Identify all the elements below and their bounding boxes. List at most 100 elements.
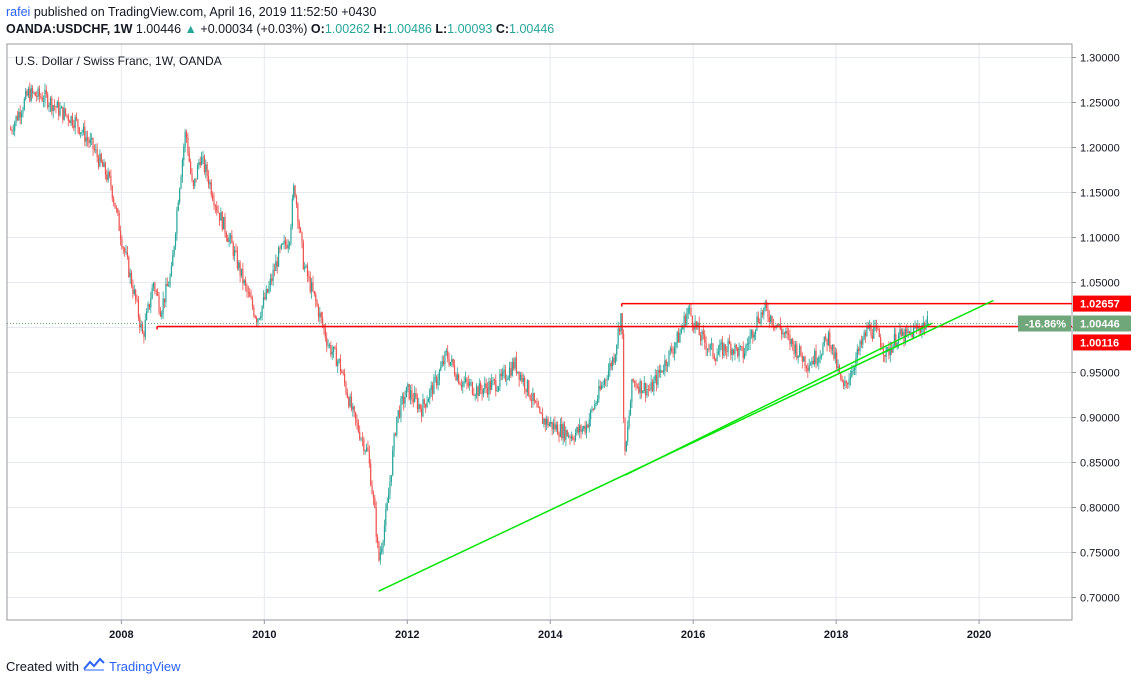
candle-body — [893, 333, 896, 345]
candle-body — [776, 324, 779, 326]
candle-body — [539, 407, 541, 413]
candle-body — [283, 240, 285, 244]
candle-body — [535, 401, 537, 403]
candle-body — [15, 115, 17, 123]
candle-body — [258, 318, 260, 320]
candle-body — [623, 333, 625, 419]
candle-body — [23, 99, 25, 110]
candle-body — [84, 126, 86, 142]
candle-body — [64, 108, 67, 115]
candle-body — [631, 379, 633, 403]
candle-body — [173, 246, 175, 255]
price-labels: 1.02657 1.00116 1.00446 -16.86% — [1018, 295, 1131, 351]
candle-body — [741, 346, 743, 348]
candle-body — [378, 542, 380, 561]
candle-body — [73, 125, 75, 128]
candle-body — [157, 291, 159, 296]
candle-body — [321, 317, 324, 326]
candle-body — [273, 269, 276, 272]
candle-body — [466, 378, 468, 383]
candle-body — [367, 447, 369, 452]
footer: Created with TradingView — [6, 657, 181, 676]
candle-body — [42, 101, 45, 102]
candle-body — [55, 106, 57, 108]
candle-body — [246, 285, 248, 292]
candle-body — [485, 383, 487, 388]
price-axis[interactable]: 1.30000 1.25000 1.20000 1.15000 1.10000 1.050… — [1072, 53, 1120, 605]
published-text: published on TradingView.com, April 16, … — [33, 5, 377, 19]
candle-body — [107, 171, 109, 181]
x-tick-label: 2016 — [681, 629, 705, 641]
candle-body — [563, 424, 566, 440]
candle-body — [202, 156, 204, 158]
candle-body — [141, 324, 144, 334]
candle-body — [919, 329, 922, 333]
candle-body — [496, 390, 498, 392]
candle-body — [159, 311, 161, 317]
candle-body — [574, 433, 577, 441]
y-tick-label: 0.90000 — [1080, 413, 1120, 425]
tradingview-brand-link[interactable]: TradingView — [108, 658, 181, 674]
candle-body — [108, 171, 111, 176]
time-axis[interactable]: 2008 2010 2012 2014 2016 2018 2020 — [109, 620, 991, 641]
candle-body — [256, 317, 258, 323]
candle-body — [911, 331, 913, 338]
candle-body — [287, 245, 289, 249]
candle-body — [584, 426, 586, 433]
candle-body — [139, 317, 141, 328]
candle-body — [294, 185, 296, 197]
candle-body — [473, 394, 475, 396]
candle-body — [387, 494, 390, 503]
created-with-text: Created with — [6, 658, 79, 674]
candle-body — [757, 316, 759, 323]
candle-body — [213, 199, 215, 206]
candle-body — [455, 374, 457, 380]
candle-body — [88, 140, 90, 144]
candle-body — [290, 225, 292, 243]
candle-body — [690, 307, 692, 317]
candle-body — [212, 194, 214, 200]
candle-body — [225, 232, 227, 239]
candle-body — [172, 254, 174, 267]
candle-body — [547, 418, 549, 426]
candle-body — [734, 344, 736, 354]
x-tick-label: 2012 — [395, 629, 419, 641]
candle-body — [689, 307, 691, 309]
candle-body — [441, 361, 443, 367]
candle-body — [195, 178, 197, 180]
candle-body — [113, 198, 115, 203]
open-label: O: — [310, 22, 325, 36]
candle-body — [124, 248, 126, 253]
candle-body — [673, 347, 676, 354]
candle-body — [339, 358, 342, 372]
candle-body — [341, 371, 343, 374]
candle-body — [709, 344, 711, 350]
candle-body — [522, 377, 524, 382]
candle-body — [558, 434, 560, 437]
candle-body — [436, 376, 438, 386]
author-link[interactable]: rafei — [6, 5, 31, 19]
candle-body — [852, 370, 854, 372]
candle-body — [236, 251, 238, 269]
candle-body — [217, 211, 219, 213]
candle-body — [557, 424, 559, 435]
candle-body — [95, 149, 97, 151]
candle-body — [389, 482, 391, 495]
candle-body — [803, 356, 805, 362]
candle-body — [40, 96, 42, 98]
candle-body — [267, 289, 269, 293]
candle-body — [735, 344, 737, 348]
candle-body — [232, 243, 234, 256]
tradingview-logo-icon[interactable] — [83, 657, 105, 676]
candle-body — [566, 430, 568, 437]
candle-body — [518, 371, 520, 380]
candle-body — [26, 91, 28, 96]
candle-body — [477, 386, 479, 397]
candle-body — [497, 386, 500, 391]
candle-body — [719, 344, 721, 352]
candle-body — [646, 389, 648, 396]
candle-body — [583, 426, 585, 429]
candle-body — [508, 367, 511, 378]
candle-body — [837, 365, 839, 368]
